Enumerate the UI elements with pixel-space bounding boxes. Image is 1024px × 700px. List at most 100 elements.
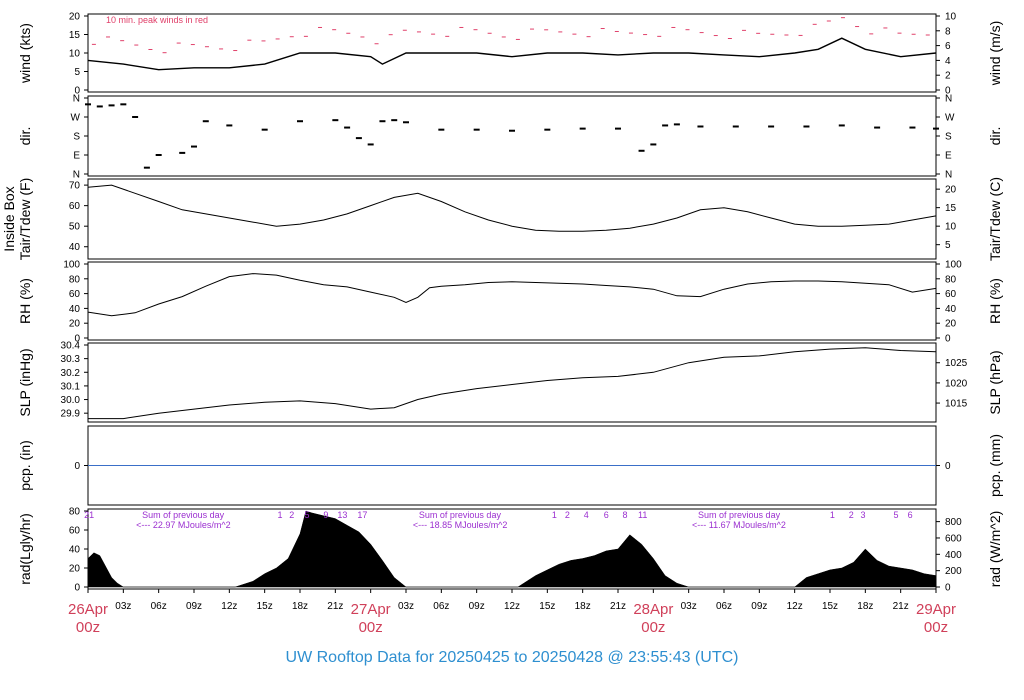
dir-point — [297, 120, 303, 123]
rad-series-area — [87, 510, 937, 588]
temp-right-tick-label: 20 — [945, 185, 957, 196]
dir-left-tick-label: N — [73, 94, 80, 105]
slp-right-tick-label: 1020 — [945, 378, 968, 389]
dir-right-tick-label: N — [945, 170, 952, 181]
rad-daily-sum-annotation: <--- 22.97 MJoules/m^2 — [136, 520, 231, 530]
dir-point — [874, 126, 881, 129]
rad-hour-marker: 2 — [289, 510, 294, 520]
dir-point — [838, 124, 845, 127]
dir-point — [933, 127, 939, 130]
x-tick-label: 21z — [327, 601, 343, 612]
slp-left-tick-label: 29.9 — [61, 409, 81, 420]
rad-left-tick-label: 0 — [74, 583, 80, 594]
dir-point — [509, 129, 515, 132]
dir-point — [403, 121, 409, 124]
dir-point — [96, 105, 103, 108]
rh-left-tick-label: 60 — [69, 289, 81, 300]
dir-point — [662, 124, 669, 127]
dir-point — [344, 126, 351, 129]
temp-ylabel-left: Inside Box — [1, 186, 17, 251]
wind-right-tick-label: 8 — [945, 26, 951, 37]
dir-point — [108, 104, 115, 107]
rad-hour-marker: 21 — [84, 510, 94, 520]
rad-right-tick-label: 200 — [945, 566, 962, 577]
rad-ylabel-left: rad(Lgly/hr) — [17, 513, 33, 585]
slp-panel-frame — [87, 342, 937, 423]
x-day-label: 28Apr — [633, 601, 673, 618]
x-tick-label: 03z — [115, 601, 131, 612]
slp-left-tick-label: 30.0 — [61, 395, 81, 406]
slp-ylabel-right: SLP (hPa) — [987, 350, 1003, 414]
wind-ylabel-right: wind (m/s) — [987, 21, 1003, 87]
dir-point — [191, 145, 197, 148]
dir-right-tick-label: S — [945, 132, 952, 143]
rh-left-tick-label: 100 — [63, 260, 80, 271]
rh-left-tick-label: 40 — [69, 304, 81, 315]
temp-right-tick-label: 5 — [945, 240, 951, 251]
slp-right-tick-label: 1025 — [945, 358, 968, 369]
rh-right-tick-label: 80 — [945, 274, 957, 285]
dir-point — [355, 137, 362, 140]
rad-hour-marker: 3 — [860, 510, 865, 520]
slp-left-tick-label: 30.4 — [61, 341, 81, 352]
dir-point — [391, 119, 398, 122]
rh-right-tick-label: 100 — [945, 260, 962, 271]
rad-hour-marker: 1 — [552, 510, 557, 520]
x-day-label: 27Apr — [351, 601, 391, 618]
dir-point — [226, 124, 233, 127]
dir-point — [909, 126, 916, 129]
wind-panel-frame — [87, 13, 937, 93]
x-tick-label: 12z — [504, 601, 520, 612]
pcp-left-tick-label: 0 — [74, 461, 80, 472]
rad-left-tick-label: 60 — [69, 526, 81, 537]
rad-right-tick-label: 0 — [945, 583, 951, 594]
pcp-ylabel-right: pcp. (mm) — [987, 434, 1003, 497]
rad-left-tick-label: 40 — [69, 545, 81, 556]
x-tick-label: 09z — [469, 601, 485, 612]
slp-ylabel-left: SLP (inHg) — [17, 348, 33, 416]
x-tick-label: 18z — [292, 601, 308, 612]
rad-hour-marker: 17 — [357, 510, 367, 520]
rad-right-tick-label: 800 — [945, 517, 962, 528]
dir-point — [379, 120, 386, 123]
x-tick-label: 09z — [751, 601, 767, 612]
dir-point — [544, 128, 551, 131]
dir-point — [697, 125, 704, 128]
dir-point — [261, 128, 268, 131]
footer-title: UW Rooftop Data for 20250425 to 20250428… — [285, 649, 739, 666]
dir-point — [768, 125, 775, 128]
temp-left-tick-label: 40 — [69, 242, 81, 253]
x-tick-label: 12z — [787, 601, 803, 612]
rad-hour-marker: 1 — [277, 510, 282, 520]
dir-point — [438, 128, 445, 131]
x-tick-label: 15z — [822, 601, 838, 612]
temp-left-tick-label: 50 — [69, 222, 81, 233]
rad-right-tick-label: 600 — [945, 533, 962, 544]
dir-point — [332, 119, 339, 122]
dir-point — [803, 125, 810, 128]
temp-right-tick-label: 10 — [945, 222, 957, 233]
rh-left-tick-label: 80 — [69, 274, 81, 285]
temp-left-tick-label: 70 — [69, 181, 81, 192]
rad-hour-marker: 5 — [893, 510, 898, 520]
slp-left-tick-label: 30.1 — [61, 381, 81, 392]
rh-ylabel-left: RH (%) — [17, 278, 33, 324]
dir-panel-frame — [87, 95, 937, 177]
dir-point — [202, 120, 209, 123]
slp-left-tick-label: 30.3 — [61, 354, 81, 365]
rh-right-tick-label: 60 — [945, 289, 957, 300]
x-tick-label: 06z — [716, 601, 732, 612]
rh-right-tick-label: 40 — [945, 304, 957, 315]
dir-ylabel-right: dir. — [987, 127, 1003, 146]
rad-ylabel-right: rad (W/m^2) — [987, 511, 1003, 588]
pcp-ylabel-left: pcp. (in) — [17, 440, 33, 491]
rad-hour-marker: 1 — [830, 510, 835, 520]
x-tick-label: 06z — [151, 601, 167, 612]
rad-hour-marker: 11 — [638, 510, 647, 520]
temp-series-line — [87, 184, 937, 232]
pcp-right-tick-label: 0 — [945, 461, 951, 472]
rad-left-tick-label: 80 — [69, 507, 81, 518]
dir-point — [367, 143, 374, 146]
dir-point — [179, 151, 186, 154]
